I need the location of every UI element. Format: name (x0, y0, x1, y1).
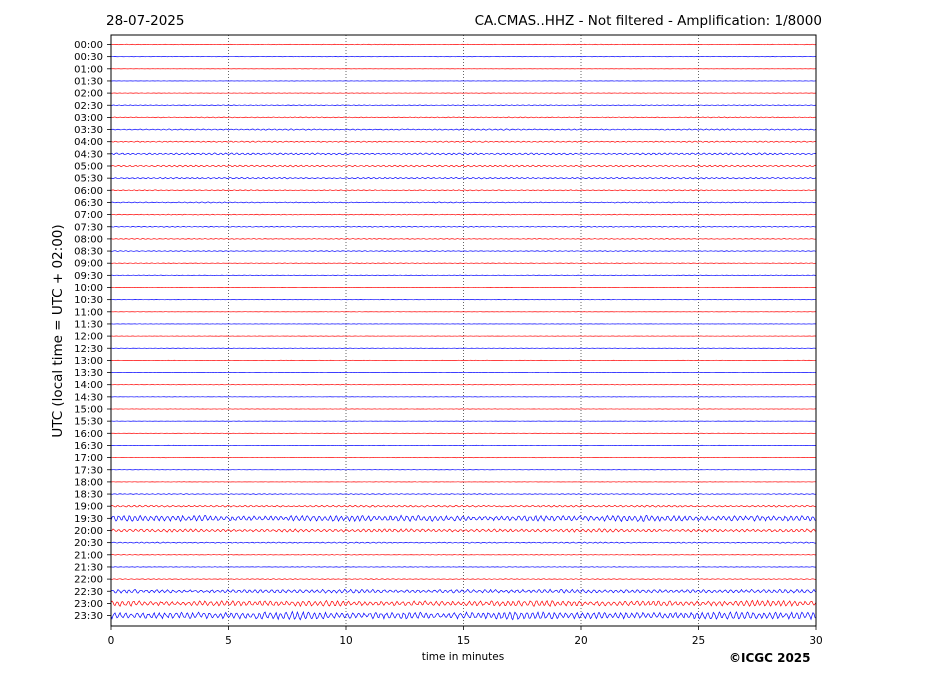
y-tick-label-11:30: 11:30 (74, 319, 103, 330)
y-tick-label-08:00: 08:00 (74, 234, 103, 245)
grid-lines (228, 35, 699, 626)
y-tick-label-15:30: 15:30 (74, 417, 103, 428)
y-tick-label-02:00: 02:00 (74, 89, 103, 100)
y-tick-label-23:00: 23:00 (74, 599, 103, 610)
trace-07:00 (110, 213, 817, 216)
x-tick-label-10: 10 (339, 635, 352, 647)
x-tick-label-20: 20 (574, 635, 587, 647)
y-tick-label-14:30: 14:30 (74, 392, 103, 403)
x-tick-label-30: 30 (809, 635, 822, 647)
trace-23:30 (110, 610, 817, 621)
y-tick-label-19:00: 19:00 (74, 502, 103, 513)
trace-04:30 (110, 152, 817, 156)
trace-07:30 (110, 225, 817, 228)
trace-06:00 (110, 189, 817, 192)
trace-09:30 (110, 274, 817, 277)
y-tick-label-20:30: 20:30 (74, 538, 103, 549)
x-axis-ticks: 0 5 10 15 20 25 30 (108, 626, 823, 647)
plot-frame (110, 34, 817, 627)
x-tick-label-5: 5 (225, 635, 232, 647)
trace-04:00 (110, 140, 817, 143)
copyright-label: ©ICGC 2025 (729, 651, 811, 665)
y-tick-label-14:00: 14:00 (74, 380, 103, 391)
station-title: CA.CMAS..HHZ - Not filtered - Amplificat… (475, 13, 822, 29)
date-label: 28-07-2025 (106, 13, 184, 29)
y-tick-label-12:30: 12:30 (74, 344, 103, 355)
trace-09:00 (110, 262, 817, 264)
trace-03:00 (110, 116, 817, 119)
y-tick-label-09:30: 09:30 (74, 271, 103, 282)
y-tick-label-09:00: 09:00 (74, 259, 103, 270)
x-tick-label-15: 15 (457, 635, 470, 647)
trace-lines (110, 43, 817, 621)
y-tick-label-18:00: 18:00 (74, 477, 103, 488)
trace-02:30 (110, 104, 817, 106)
y-tick-label-22:30: 22:30 (74, 587, 103, 598)
y-tick-label-20:00: 20:00 (74, 526, 103, 537)
y-tick-label-05:00: 05:00 (74, 162, 103, 173)
trace-20:30 (110, 541, 817, 544)
y-tick-label-04:30: 04:30 (74, 149, 103, 160)
y-tick-label-01:00: 01:00 (74, 64, 103, 75)
y-tick-label-02:30: 02:30 (74, 101, 103, 112)
trace-21:00 (110, 554, 817, 556)
y-tick-label-16:00: 16:00 (74, 429, 103, 440)
trace-06:30 (110, 201, 817, 204)
trace-08:30 (111, 250, 817, 252)
y-tick-label-05:30: 05:30 (74, 174, 103, 185)
y-tick-label-06:30: 06:30 (74, 198, 103, 209)
trace-23:00 (110, 599, 817, 608)
y-tick-label-07:00: 07:00 (74, 210, 103, 221)
y-tick-label-04:00: 04:00 (74, 137, 103, 148)
y-tick-label-15:00: 15:00 (74, 405, 103, 416)
y-tick-label-00:00: 00:00 (74, 40, 103, 51)
y-tick-label-23:30: 23:30 (74, 611, 103, 622)
y-tick-label-22:00: 22:00 (74, 575, 103, 586)
trace-18:30 (110, 493, 817, 495)
y-tick-label-10:30: 10:30 (74, 295, 103, 306)
y-tick-label-13:00: 13:00 (74, 356, 103, 367)
y-tick-label-19:30: 19:30 (74, 514, 103, 525)
y-tick-label-03:30: 03:30 (74, 125, 103, 136)
y-tick-label-07:30: 07:30 (74, 222, 103, 233)
trace-20:00 (110, 528, 817, 533)
x-tick-label-25: 25 (692, 635, 705, 647)
y-tick-label-13:30: 13:30 (74, 368, 103, 379)
y-tick-label-01:30: 01:30 (74, 76, 103, 87)
trace-03:30 (110, 128, 817, 131)
y-tick-label-18:30: 18:30 (74, 490, 103, 501)
trace-05:00 (110, 164, 817, 168)
y-tick-label-21:00: 21:00 (74, 550, 103, 561)
y-tick-label-06:00: 06:00 (74, 186, 103, 197)
y-tick-label-16:30: 16:30 (74, 441, 103, 452)
trace-08:00 (110, 238, 817, 240)
trace-22:30 (110, 588, 817, 594)
y-tick-label-17:30: 17:30 (74, 465, 103, 476)
x-tick-label-0: 0 (108, 635, 115, 647)
y-tick-label-08:30: 08:30 (74, 247, 103, 258)
trace-19:00 (110, 504, 817, 508)
trace-19:30 (110, 514, 817, 523)
y-tick-label-17:00: 17:00 (74, 453, 103, 464)
trace-00:00 (110, 43, 817, 46)
y-tick-label-21:30: 21:30 (74, 562, 103, 573)
x-axis-label: time in minutes (422, 651, 504, 663)
y-axis-label: UTC (local time = UTC + 02:00) (50, 224, 66, 437)
y-tick-label-10:00: 10:00 (74, 283, 103, 294)
y-tick-label-00:30: 00:30 (74, 52, 103, 63)
y-tick-label-12:00: 12:00 (74, 332, 103, 343)
trace-05:30 (110, 177, 817, 180)
trace-22:00 (110, 578, 817, 580)
y-tick-label-03:00: 03:00 (74, 113, 103, 124)
y-tick-label-11:00: 11:00 (74, 307, 103, 318)
